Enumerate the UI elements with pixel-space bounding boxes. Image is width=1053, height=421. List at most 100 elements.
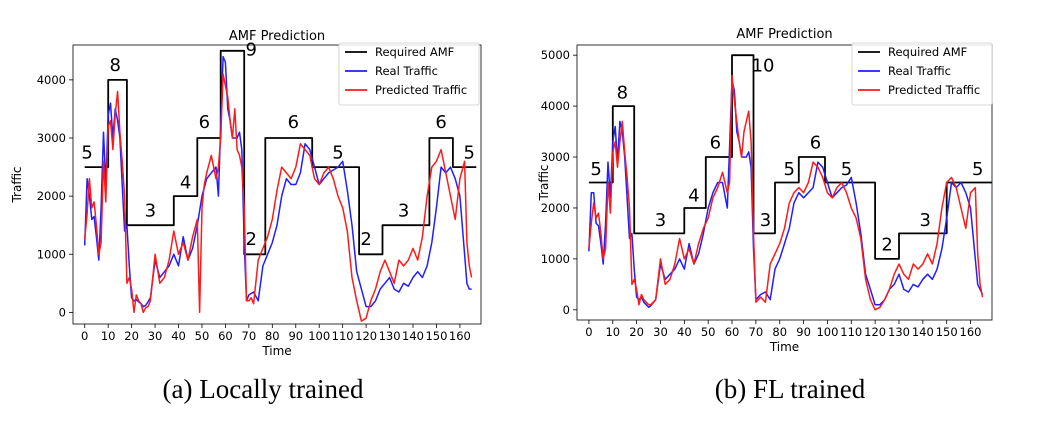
y-tick-label: 2000	[37, 189, 66, 203]
legend-label: Required AMF	[375, 45, 454, 59]
y-tick-label: 0	[59, 305, 66, 319]
x-tick-label: 20	[629, 325, 644, 339]
chart-title: AMF Prediction	[736, 27, 832, 42]
amf-level-label: 6	[810, 132, 821, 153]
chart-panel-b: AMF Prediction 0 10 20 30 40 50 60 70 80 90 100 110 1…	[527, 0, 1053, 370]
x-tick-label: 90	[796, 325, 811, 339]
x-tick-label: 110	[840, 325, 862, 339]
x-tick-label: 160	[960, 325, 982, 339]
caption-a: (a) Locally trained	[162, 374, 364, 404]
chart-title: AMF Prediction	[229, 29, 325, 44]
y-tick-label: 4000	[541, 99, 570, 113]
y-tick-label: 4000	[37, 73, 66, 87]
amf-level-label: 5	[972, 159, 983, 180]
x-tick-label: 70	[242, 329, 257, 343]
series-group	[588, 54, 992, 311]
amf-level-label: 8	[109, 55, 120, 76]
x-tick-label: 100	[308, 329, 330, 343]
x-tick-label: 60	[218, 329, 233, 343]
amf-level-label: 2	[360, 229, 371, 250]
x-tick-label: 30	[148, 329, 163, 343]
legend-label: Predicted Traffic	[888, 83, 980, 97]
x-tick-label: 70	[749, 325, 764, 339]
y-axis-label: Traffic	[10, 166, 24, 203]
x-tick-label: 100	[816, 325, 838, 339]
x-tick-label: 40	[171, 329, 186, 343]
x-tick-label: 110	[332, 329, 354, 343]
amf-level-label: 10	[752, 55, 775, 76]
legend-box	[338, 42, 480, 106]
x-tick-label: 30	[653, 325, 668, 339]
series-line-required-amf	[588, 54, 992, 260]
x-tick-label: 50	[701, 325, 716, 339]
y-tick-label: 2000	[541, 201, 570, 215]
legend-label: Real Traffic	[375, 64, 438, 78]
x-tick-label: 130	[379, 329, 401, 343]
amf-level-label: 4	[688, 185, 699, 206]
x-tick-label: 120	[864, 325, 886, 339]
x-axis-label: Time	[769, 340, 799, 354]
amf-level-label: 8	[617, 82, 628, 103]
y-tick-label: 0	[563, 303, 570, 317]
amf-level-label: 5	[332, 142, 343, 163]
x-tick-label: 150	[425, 329, 447, 343]
amf-level-label: 5	[464, 142, 475, 163]
x-tick-label: 120	[355, 329, 377, 343]
y-tick-label: 5000	[541, 48, 570, 62]
amf-level-label: 2	[245, 229, 256, 250]
series-group	[83, 49, 477, 322]
y-axis-label: Traffic	[537, 164, 551, 201]
amf-level-label: 5	[81, 142, 92, 163]
x-tick-label: 140	[912, 325, 934, 339]
x-tick-label: 140	[402, 329, 424, 343]
caption-b: (b) FL trained	[714, 374, 866, 404]
y-tick-label: 3000	[541, 150, 570, 164]
series-line-predicted-traffic	[83, 73, 473, 322]
x-tick-label: 80	[772, 325, 787, 339]
amf-level-label: 5	[784, 159, 795, 180]
amf-level-label: 4	[180, 173, 191, 194]
amf-level-label: 6	[435, 112, 446, 133]
amf-level-label: 3	[760, 210, 771, 231]
amf-level-label: 2	[881, 235, 892, 256]
x-tick-label: 40	[677, 325, 692, 339]
x-tick-label: 130	[888, 325, 910, 339]
x-tick-label: 10	[101, 329, 116, 343]
x-axis-label: Time	[261, 344, 291, 358]
legend-label: Predicted Traffic	[375, 83, 467, 97]
x-tick-label: 50	[195, 329, 210, 343]
amf-level-label: 6	[710, 132, 721, 153]
amf-level-label: 6	[288, 112, 299, 133]
series-line-required-amf	[84, 49, 477, 256]
x-tick-label: 20	[124, 329, 139, 343]
plot-frame	[72, 44, 482, 325]
legend-box	[851, 42, 993, 106]
y-tick-label: 1000	[541, 252, 570, 266]
x-tick-label: 150	[936, 325, 958, 339]
x-tick-label: 160	[449, 329, 471, 343]
x-tick-label: 60	[725, 325, 740, 339]
amf-level-label: 5	[590, 159, 601, 180]
x-tick-label: 10	[605, 325, 620, 339]
x-tick-label: 0	[585, 325, 592, 339]
x-tick-label: 80	[265, 329, 280, 343]
amf-level-label: 3	[398, 200, 409, 221]
amf-level-label: 6	[199, 112, 210, 133]
amf-level-label: 3	[655, 210, 666, 231]
amf-level-label: 9	[245, 39, 256, 60]
amf-level-label: 3	[145, 200, 156, 221]
amf-level-label: 5	[841, 159, 852, 180]
series-line-real-traffic	[588, 79, 984, 309]
legend-label: Required AMF	[888, 45, 967, 59]
x-tick-label: 90	[288, 329, 303, 343]
y-tick-label: 3000	[37, 131, 66, 145]
series-line-predicted-traffic	[588, 74, 984, 311]
legend-label: Real Traffic	[888, 64, 951, 78]
y-tick-label: 1000	[37, 247, 66, 261]
chart-panel-a: AMF Prediction 0 10 20 30 40 50 60 70 80 90 100 110 1…	[0, 0, 526, 370]
x-tick-label: 0	[81, 329, 88, 343]
amf-level-label: 3	[919, 210, 930, 231]
plot-frame	[576, 44, 993, 321]
